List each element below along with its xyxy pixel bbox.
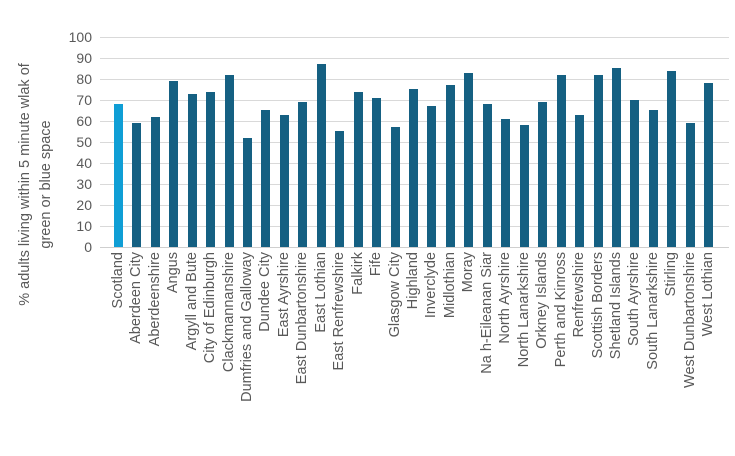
bar-west-lothian (704, 83, 713, 247)
x-tick-label-clackmannanshire: Clackmannanshire (221, 252, 237, 373)
bar-scotland (114, 104, 123, 247)
bar-stirling (667, 71, 676, 247)
y-tick-label-10: 10 (76, 218, 92, 234)
x-tick-label-na-h-eileanan-siar: Na h-Eileanan Siar (479, 252, 495, 374)
bar-glasgow-city (391, 127, 400, 247)
x-tick-label-fife: Fife (368, 252, 384, 277)
y-tick-label-60: 60 (76, 113, 92, 129)
x-tick-label-east-dunbartonshire: East Dunbartonshire (294, 252, 310, 385)
bar-dumfries-and-galloway (243, 138, 252, 247)
x-tick-label-inverclyde: Inverclyde (423, 252, 439, 319)
y-tick-label-0: 0 (84, 239, 92, 255)
bar-north-lanarkshire (520, 125, 529, 247)
x-tick-label-north-lanarkshire: North Lanarkshire (516, 252, 532, 368)
x-tick-label-highland: Highland (405, 252, 421, 310)
y-tick-label-100: 100 (68, 29, 92, 45)
bar-na-h-eileanan-siar (483, 104, 492, 247)
x-tick-label-north-ayrshire: North Ayrshire (497, 252, 513, 344)
bar-aberdeenshire (151, 117, 160, 247)
x-tick-label-west-lothian: West Lothian (700, 252, 716, 337)
x-tick-label-angus: Angus (165, 252, 181, 294)
x-tick-label-scotland: Scotland (110, 252, 126, 309)
x-tick-label-renfrewshire: Renfrewshire (571, 252, 587, 338)
bar-east-ayrshire (280, 115, 289, 247)
bar-clackmannanshire (225, 75, 234, 247)
x-tick-label-stirling: Stirling (663, 252, 679, 297)
y-tick-label-40: 40 (76, 155, 92, 171)
x-tick-label-east-lothian: East Lothian (313, 252, 329, 333)
x-tick-label-west-dunbartonshire: West Dunbartonshire (682, 252, 698, 388)
bar-city-of-edinburgh (206, 92, 215, 247)
bar-shetland-islands (612, 68, 621, 247)
gridline-100 (100, 37, 729, 38)
y-tick-label-20: 20 (76, 197, 92, 213)
gridline-90 (100, 58, 729, 59)
bar-aberdeen-city (132, 123, 141, 247)
y-tick-label-50: 50 (76, 134, 92, 150)
x-tick-label-dundee-city: Dundee City (257, 252, 273, 332)
y-tick-label-90: 90 (76, 50, 92, 66)
bar-highland (409, 89, 418, 247)
x-tick-label-shetland-islands: Shetland Islands (608, 252, 624, 360)
y-tick-label-70: 70 (76, 92, 92, 108)
bar-east-renfrewshire (335, 131, 344, 247)
bar-falkirk (354, 92, 363, 247)
x-tick-label-east-ayrshire: East Ayrshire (276, 252, 292, 338)
bar-renfrewshire (575, 115, 584, 247)
bar-dundee-city (261, 110, 270, 247)
x-tick-label-midlothian: Midlothian (442, 252, 458, 319)
bar-south-lanarkshire (649, 110, 658, 247)
bar-south-ayrshire (630, 100, 639, 247)
bar-perth-and-kinross (557, 75, 566, 247)
bar-scottish-borders (594, 75, 603, 247)
y-tick-label-80: 80 (76, 71, 92, 87)
bar-east-dunbartonshire (298, 102, 307, 247)
bar-argyll-and-bute (188, 94, 197, 247)
y-tick-label-30: 30 (76, 176, 92, 192)
x-tick-label-moray: Moray (460, 252, 476, 293)
x-tick-label-falkirk: Falkirk (350, 252, 366, 295)
x-axis-line (100, 247, 729, 248)
bar-moray (464, 73, 473, 247)
x-tick-label-glasgow-city: Glasgow City (387, 252, 403, 338)
bar-east-lothian (317, 64, 326, 247)
bar-inverclyde (427, 106, 436, 247)
x-tick-label-orkney-islands: Orkney Islands (534, 252, 550, 349)
x-tick-label-aberdeenshire: Aberdeenshire (147, 252, 163, 347)
x-tick-label-east-renfrewshire: East Renfrewshire (331, 252, 347, 371)
x-tick-label-aberdeen-city: Aberdeen City (128, 252, 144, 344)
x-tick-label-south-ayrshire: South Ayrshire (626, 252, 642, 347)
x-tick-label-perth-and-kinross: Perth and Kinross (553, 252, 569, 368)
bar-fife (372, 98, 381, 247)
bar-north-ayrshire (501, 119, 510, 247)
x-tick-label-south-lanarkshire: South Lanarkshire (645, 252, 661, 370)
bar-angus (169, 81, 178, 247)
x-tick-label-argyll-and-bute: Argyll and Bute (184, 252, 200, 351)
x-tick-label-dumfries-and-galloway: Dumfries and Galloway (239, 252, 255, 402)
bar-orkney-islands (538, 102, 547, 247)
x-tick-label-scottish-borders: Scottish Borders (590, 252, 606, 359)
bar-midlothian (446, 85, 455, 247)
bar-west-dunbartonshire (686, 123, 695, 247)
gridline-80 (100, 79, 729, 80)
x-tick-label-city-of-edinburgh: City of Edinburgh (202, 252, 218, 364)
